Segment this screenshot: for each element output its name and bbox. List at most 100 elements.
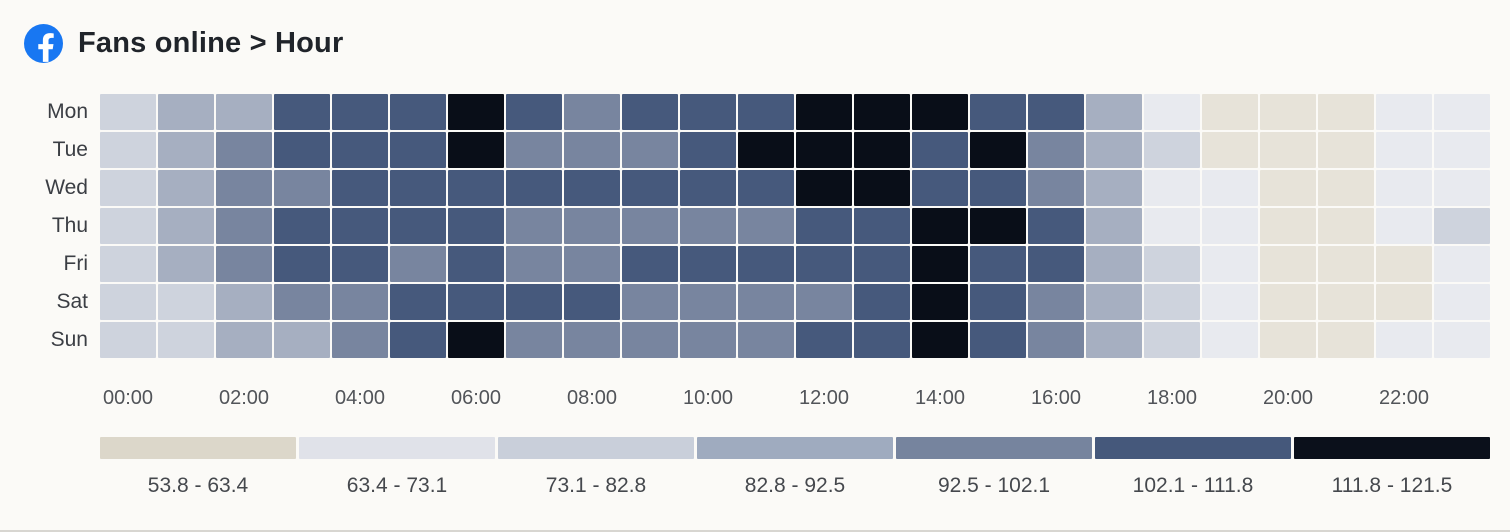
heatmap-cell-sat-h11[interactable] — [738, 284, 794, 320]
heatmap-cell-sat-h4[interactable] — [332, 284, 388, 320]
heatmap-cell-wed-h5[interactable] — [390, 170, 446, 206]
heatmap-cell-fri-h8[interactable] — [564, 246, 620, 282]
heatmap-cell-sat-h1[interactable] — [158, 284, 214, 320]
heatmap-cell-sat-h12[interactable] — [796, 284, 852, 320]
heatmap-cell-mon-h23[interactable] — [1434, 94, 1490, 130]
heatmap-cell-fri-h14[interactable] — [912, 246, 968, 282]
heatmap-cell-fri-h17[interactable] — [1086, 246, 1142, 282]
heatmap-cell-sat-h10[interactable] — [680, 284, 736, 320]
heatmap-cell-mon-h11[interactable] — [738, 94, 794, 130]
heatmap-cell-mon-h20[interactable] — [1260, 94, 1316, 130]
heatmap-cell-thu-h19[interactable] — [1202, 208, 1258, 244]
heatmap-cell-thu-h9[interactable] — [622, 208, 678, 244]
heatmap-cell-tue-h22[interactable] — [1376, 132, 1432, 168]
heatmap-cell-sat-h3[interactable] — [274, 284, 330, 320]
heatmap-cell-wed-h22[interactable] — [1376, 170, 1432, 206]
heatmap-cell-fri-h21[interactable] — [1318, 246, 1374, 282]
heatmap-cell-sat-h15[interactable] — [970, 284, 1026, 320]
heatmap-cell-fri-h22[interactable] — [1376, 246, 1432, 282]
heatmap-cell-tue-h9[interactable] — [622, 132, 678, 168]
heatmap-cell-sat-h20[interactable] — [1260, 284, 1316, 320]
heatmap-cell-sun-h5[interactable] — [390, 322, 446, 358]
heatmap-cell-tue-h14[interactable] — [912, 132, 968, 168]
heatmap-cell-fri-h19[interactable] — [1202, 246, 1258, 282]
heatmap-cell-mon-h6[interactable] — [448, 94, 504, 130]
heatmap-cell-sat-h13[interactable] — [854, 284, 910, 320]
heatmap-cell-tue-h20[interactable] — [1260, 132, 1316, 168]
heatmap-cell-fri-h2[interactable] — [216, 246, 272, 282]
heatmap-cell-fri-h20[interactable] — [1260, 246, 1316, 282]
heatmap-cell-wed-h19[interactable] — [1202, 170, 1258, 206]
heatmap-cell-tue-h23[interactable] — [1434, 132, 1490, 168]
heatmap-cell-sun-h23[interactable] — [1434, 322, 1490, 358]
heatmap-cell-tue-h1[interactable] — [158, 132, 214, 168]
heatmap-cell-sun-h4[interactable] — [332, 322, 388, 358]
heatmap-cell-wed-h11[interactable] — [738, 170, 794, 206]
heatmap-cell-fri-h1[interactable] — [158, 246, 214, 282]
heatmap-cell-fri-h13[interactable] — [854, 246, 910, 282]
heatmap-cell-tue-h19[interactable] — [1202, 132, 1258, 168]
heatmap-cell-wed-h1[interactable] — [158, 170, 214, 206]
heatmap-cell-wed-h2[interactable] — [216, 170, 272, 206]
heatmap-cell-tue-h12[interactable] — [796, 132, 852, 168]
heatmap-cell-tue-h17[interactable] — [1086, 132, 1142, 168]
heatmap-cell-sat-h18[interactable] — [1144, 284, 1200, 320]
heatmap-cell-sun-h13[interactable] — [854, 322, 910, 358]
heatmap-cell-mon-h19[interactable] — [1202, 94, 1258, 130]
heatmap-cell-tue-h15[interactable] — [970, 132, 1026, 168]
heatmap-cell-tue-h13[interactable] — [854, 132, 910, 168]
heatmap-cell-sun-h10[interactable] — [680, 322, 736, 358]
heatmap-cell-sat-h5[interactable] — [390, 284, 446, 320]
heatmap-cell-sat-h7[interactable] — [506, 284, 562, 320]
heatmap-cell-tue-h8[interactable] — [564, 132, 620, 168]
heatmap-cell-mon-h10[interactable] — [680, 94, 736, 130]
heatmap-cell-sun-h9[interactable] — [622, 322, 678, 358]
heatmap-cell-fri-h5[interactable] — [390, 246, 446, 282]
heatmap-cell-thu-h22[interactable] — [1376, 208, 1432, 244]
heatmap-cell-wed-h13[interactable] — [854, 170, 910, 206]
heatmap-cell-sun-h16[interactable] — [1028, 322, 1084, 358]
heatmap-cell-sat-h19[interactable] — [1202, 284, 1258, 320]
heatmap-cell-mon-h13[interactable] — [854, 94, 910, 130]
heatmap-cell-wed-h9[interactable] — [622, 170, 678, 206]
heatmap-cell-tue-h4[interactable] — [332, 132, 388, 168]
heatmap-cell-fri-h23[interactable] — [1434, 246, 1490, 282]
heatmap-cell-thu-h23[interactable] — [1434, 208, 1490, 244]
heatmap-cell-sun-h11[interactable] — [738, 322, 794, 358]
heatmap-cell-tue-h21[interactable] — [1318, 132, 1374, 168]
heatmap-cell-sat-h8[interactable] — [564, 284, 620, 320]
heatmap-cell-mon-h0[interactable] — [100, 94, 156, 130]
heatmap-cell-sun-h15[interactable] — [970, 322, 1026, 358]
heatmap-cell-tue-h11[interactable] — [738, 132, 794, 168]
heatmap-cell-wed-h12[interactable] — [796, 170, 852, 206]
heatmap-cell-mon-h9[interactable] — [622, 94, 678, 130]
heatmap-cell-wed-h23[interactable] — [1434, 170, 1490, 206]
heatmap-cell-wed-h3[interactable] — [274, 170, 330, 206]
heatmap-cell-wed-h7[interactable] — [506, 170, 562, 206]
heatmap-cell-fri-h0[interactable] — [100, 246, 156, 282]
heatmap-cell-sun-h3[interactable] — [274, 322, 330, 358]
heatmap-cell-wed-h20[interactable] — [1260, 170, 1316, 206]
heatmap-cell-thu-h15[interactable] — [970, 208, 1026, 244]
heatmap-cell-tue-h5[interactable] — [390, 132, 446, 168]
heatmap-cell-thu-h7[interactable] — [506, 208, 562, 244]
heatmap-cell-thu-h2[interactable] — [216, 208, 272, 244]
heatmap-cell-wed-h6[interactable] — [448, 170, 504, 206]
heatmap-cell-wed-h18[interactable] — [1144, 170, 1200, 206]
heatmap-cell-sat-h6[interactable] — [448, 284, 504, 320]
heatmap-cell-sun-h0[interactable] — [100, 322, 156, 358]
heatmap-cell-sat-h16[interactable] — [1028, 284, 1084, 320]
heatmap-cell-wed-h17[interactable] — [1086, 170, 1142, 206]
heatmap-cell-wed-h15[interactable] — [970, 170, 1026, 206]
heatmap-cell-sat-h21[interactable] — [1318, 284, 1374, 320]
heatmap-cell-wed-h21[interactable] — [1318, 170, 1374, 206]
heatmap-cell-mon-h8[interactable] — [564, 94, 620, 130]
heatmap-cell-mon-h22[interactable] — [1376, 94, 1432, 130]
heatmap-cell-thu-h1[interactable] — [158, 208, 214, 244]
heatmap-cell-sun-h18[interactable] — [1144, 322, 1200, 358]
heatmap-cell-sun-h2[interactable] — [216, 322, 272, 358]
heatmap-cell-sun-h6[interactable] — [448, 322, 504, 358]
heatmap-cell-sat-h23[interactable] — [1434, 284, 1490, 320]
heatmap-cell-tue-h7[interactable] — [506, 132, 562, 168]
heatmap-cell-thu-h17[interactable] — [1086, 208, 1142, 244]
